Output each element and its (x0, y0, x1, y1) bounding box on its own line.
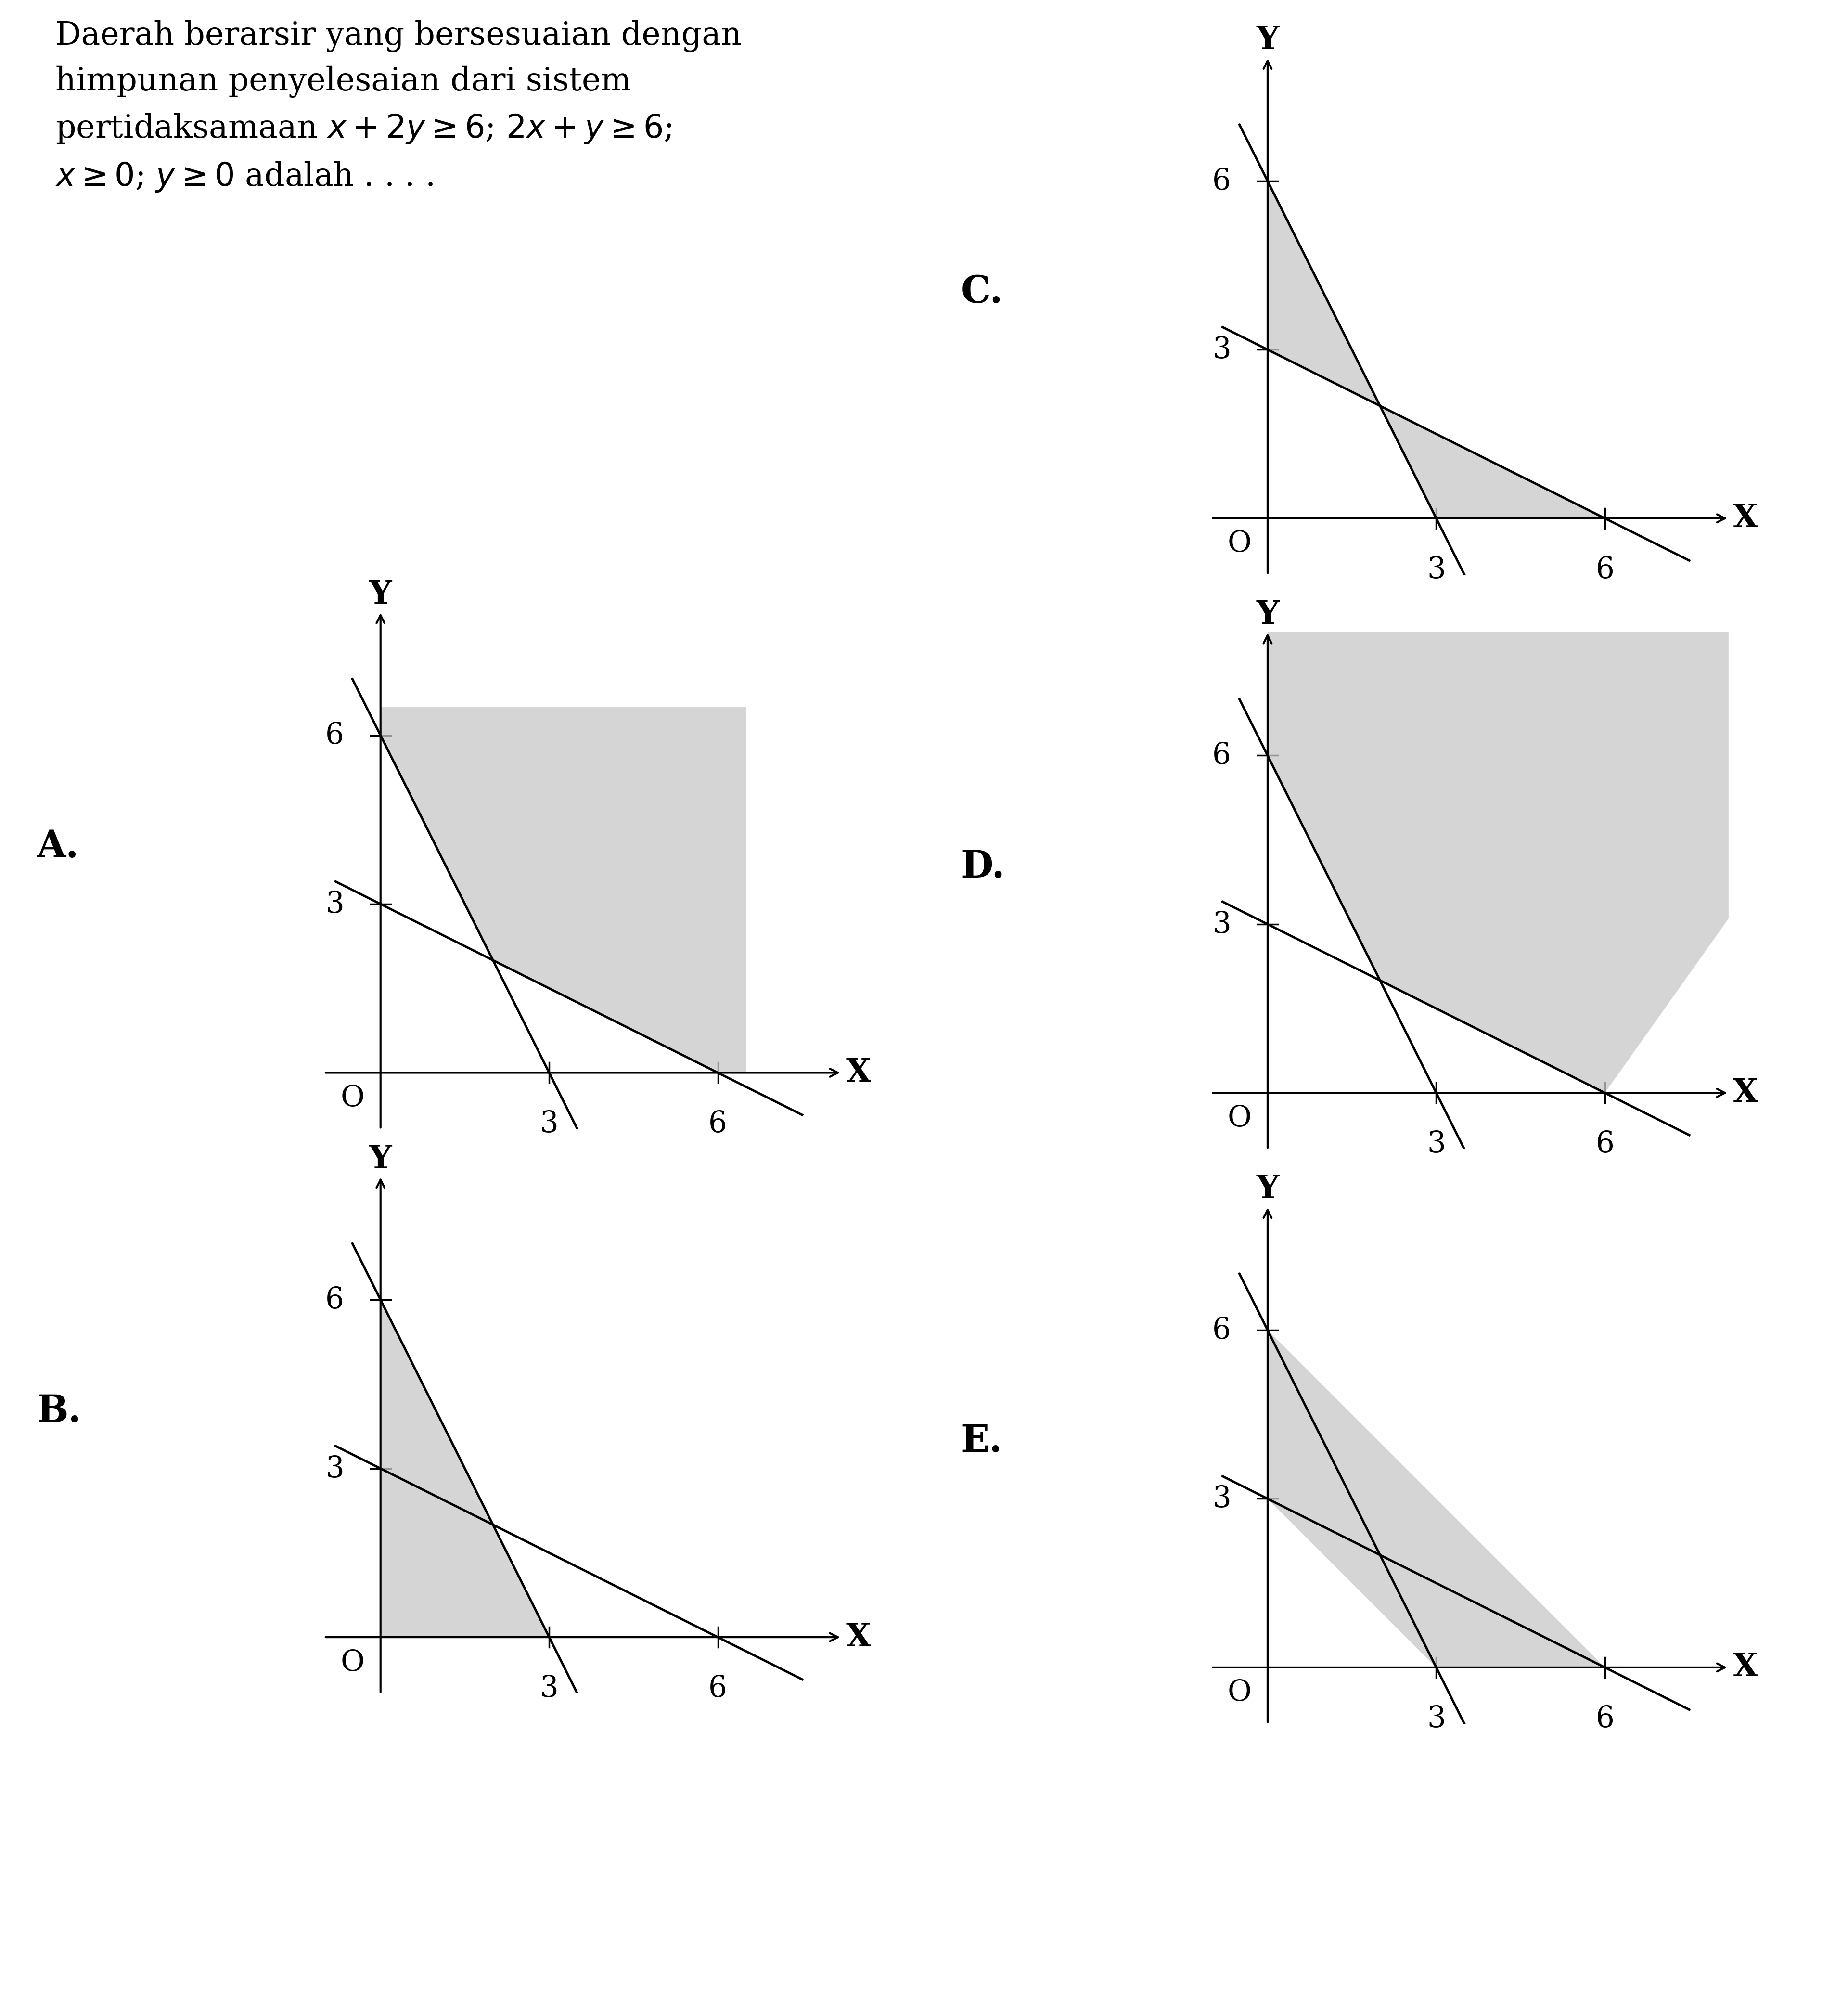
Text: 6: 6 (1212, 742, 1231, 770)
Text: Y: Y (370, 579, 392, 611)
Text: Daerah berarsir yang bersesuaian dengan
himpunan penyelesaian dari sistem
pertid: Daerah berarsir yang bersesuaian dengan … (55, 20, 741, 194)
Polygon shape (1268, 181, 1380, 405)
Polygon shape (1268, 1331, 1604, 1667)
Text: 6: 6 (325, 1286, 344, 1314)
Text: 6: 6 (708, 1109, 728, 1139)
Polygon shape (1268, 631, 1728, 1093)
Text: 3: 3 (1212, 335, 1231, 365)
Text: 3: 3 (1427, 554, 1445, 585)
Text: B.: B. (37, 1393, 81, 1429)
Text: A.: A. (37, 829, 79, 865)
Text: X: X (846, 1621, 870, 1653)
Text: O: O (340, 1083, 364, 1113)
Text: O: O (1227, 1103, 1251, 1133)
Text: 3: 3 (325, 889, 344, 919)
Text: O: O (340, 1647, 364, 1677)
Text: 6: 6 (325, 722, 344, 750)
Text: 6: 6 (1595, 554, 1615, 585)
Text: 3: 3 (1212, 1484, 1231, 1514)
Text: X: X (1733, 1077, 1757, 1109)
Text: Y: Y (1257, 24, 1279, 56)
Text: 6: 6 (708, 1673, 728, 1704)
Text: 3: 3 (1212, 909, 1231, 939)
Polygon shape (381, 708, 747, 1073)
Text: Y: Y (1257, 1173, 1279, 1206)
Text: X: X (1733, 1651, 1757, 1683)
Text: 3: 3 (540, 1109, 558, 1139)
Text: C.: C. (961, 274, 1003, 310)
Text: 6: 6 (1212, 1316, 1231, 1345)
Text: Y: Y (1257, 599, 1279, 631)
Text: 3: 3 (1427, 1129, 1445, 1159)
Text: X: X (846, 1056, 870, 1089)
Text: D.: D. (961, 849, 1005, 885)
Text: 6: 6 (1595, 1704, 1615, 1734)
Text: O: O (1227, 1677, 1251, 1708)
Text: X: X (1733, 502, 1757, 534)
Text: Y: Y (370, 1143, 392, 1175)
Polygon shape (381, 1300, 549, 1637)
Text: 6: 6 (1212, 167, 1231, 196)
Text: E.: E. (961, 1423, 1002, 1460)
Text: 3: 3 (325, 1454, 344, 1484)
Text: 3: 3 (1427, 1704, 1445, 1734)
Polygon shape (1380, 405, 1604, 518)
Text: 6: 6 (1595, 1129, 1615, 1159)
Text: O: O (1227, 528, 1251, 558)
Text: 3: 3 (540, 1673, 558, 1704)
